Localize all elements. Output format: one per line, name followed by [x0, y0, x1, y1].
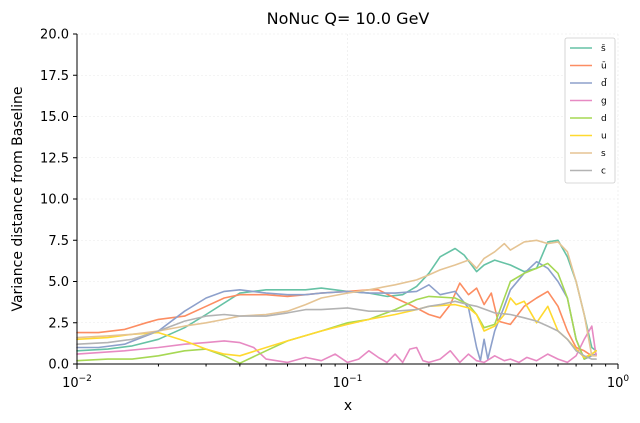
y-tick-label: 2.5	[48, 316, 69, 331]
series-line-s̄	[76, 239, 597, 352]
axes: 0.0 2.5 5.0 7.5 10.0 12.5 15.0 17.5 20.0 10−2 10−1…	[40, 28, 629, 392]
legend-label: s	[601, 149, 606, 159]
y-tick-label: 10.0	[40, 193, 69, 208]
y-tick-label: 12.5	[40, 151, 69, 166]
chart-title: NoNuc Q= 10.0 GeV	[267, 9, 430, 28]
y-axis-label: Variance distance from Baseline	[10, 86, 26, 311]
y-tick-label: 0.0	[48, 358, 69, 373]
x-tick-label: 10−1	[333, 374, 363, 391]
legend-label: c	[601, 167, 606, 177]
grid	[76, 33, 619, 365]
series-line-u	[76, 297, 597, 359]
plot-area	[76, 239, 597, 365]
legend-label: s̄	[601, 44, 606, 54]
x-tick-label: 100	[607, 374, 630, 391]
series-line-ū	[76, 282, 597, 357]
y-tick-label: 7.5	[48, 234, 69, 249]
legend-label: g	[601, 97, 607, 107]
legend-label: d̄	[601, 77, 608, 89]
legend-label: u	[601, 132, 607, 142]
series-line-g	[76, 325, 597, 364]
series-line-d̄	[76, 260, 597, 362]
y-tick-label: 5.0	[48, 275, 69, 290]
legend-label: d	[601, 114, 607, 124]
y-tick-label: 20.0	[40, 28, 69, 43]
x-axis-label: x	[344, 398, 352, 414]
x-tick-label: 10−2	[62, 374, 92, 391]
y-tick-label: 17.5	[40, 69, 69, 84]
y-tick-label: 15.0	[40, 110, 69, 125]
legend-label: ū	[601, 62, 607, 72]
series-line-c	[76, 300, 597, 360]
series-line-s	[76, 239, 597, 357]
legend-frame	[564, 37, 616, 184]
